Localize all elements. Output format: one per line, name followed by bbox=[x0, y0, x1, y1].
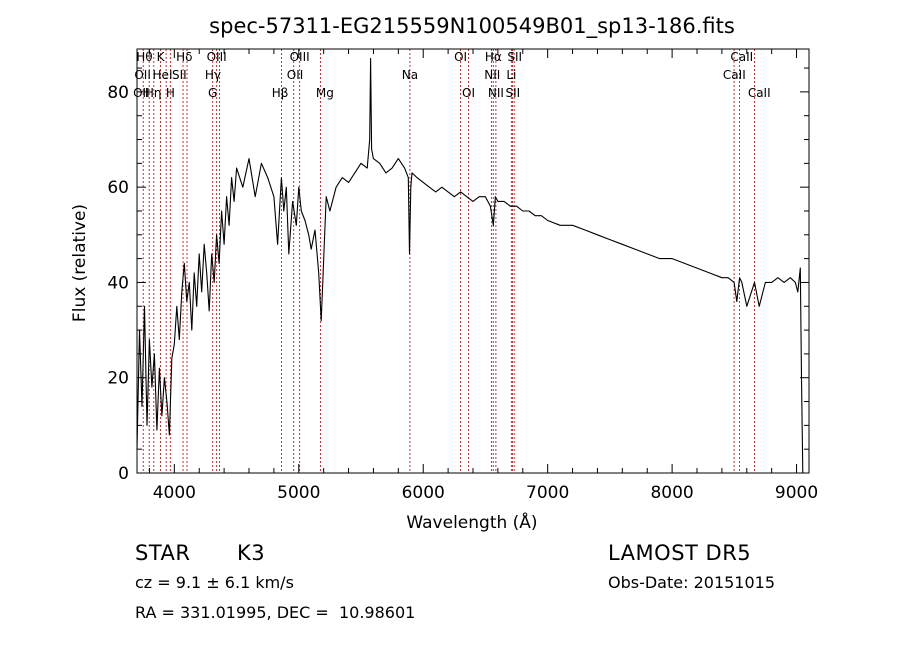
object-type: STAR bbox=[135, 541, 191, 565]
spectral-line-label: NII bbox=[484, 68, 500, 82]
spectrum-line bbox=[136, 57, 804, 474]
spectral-line-label: SII bbox=[507, 50, 522, 64]
spectral-line-label: OI bbox=[454, 50, 467, 64]
spectral-line-label: OIII bbox=[290, 50, 310, 64]
survey-name: LAMOST DR5 bbox=[608, 541, 752, 565]
spectral-line-label: SII bbox=[505, 86, 520, 100]
y-axis: 0 20 40 60 80 bbox=[107, 67, 809, 484]
spectral-line-label: Hβ bbox=[272, 86, 289, 100]
spectral-subclass: K3 bbox=[237, 541, 266, 565]
x-tick-label: 5000 bbox=[277, 483, 320, 503]
y-tick-label: 60 bbox=[107, 178, 129, 198]
x-tick-label: 6000 bbox=[402, 483, 445, 503]
spectral-line-label: G bbox=[208, 86, 217, 100]
spectral-line-label: Hθ bbox=[136, 50, 152, 64]
x-tick-label: 4000 bbox=[153, 483, 196, 503]
spectral-line-markers bbox=[142, 49, 755, 473]
x-axis-label: Wavelength (Å) bbox=[406, 511, 537, 533]
spectral-line-label: CaII bbox=[730, 50, 753, 64]
spectral-line-label: OII bbox=[134, 68, 151, 82]
spectral-line-label: K bbox=[157, 50, 166, 64]
spectral-line-label: Hη bbox=[145, 86, 162, 100]
spectral-line-label: OI bbox=[462, 86, 475, 100]
spectral-line-label: H bbox=[166, 86, 175, 100]
redshift-cz: cz = 9.1 ± 6.1 km/s bbox=[135, 573, 294, 592]
chart-title: spec-57311-EG215559N100549B01_sp13-186.f… bbox=[209, 14, 735, 39]
spectral-line-label: OII bbox=[287, 68, 304, 82]
x-axis: 4000 5000 6000 7000 8000 9000 bbox=[148, 49, 818, 503]
observation-date: Obs-Date: 20151015 bbox=[608, 573, 776, 592]
spectral-line-label: HeI bbox=[153, 68, 173, 82]
y-tick-label: 40 bbox=[107, 273, 129, 293]
spectral-line-label: Hδ bbox=[176, 50, 192, 64]
x-tick-label: 9000 bbox=[775, 483, 818, 503]
spectral-line-label: Hγ bbox=[205, 68, 221, 82]
spectral-line-label: OIII bbox=[207, 50, 227, 64]
spectral-line-label: Hα bbox=[485, 50, 502, 64]
plot-frame bbox=[136, 48, 810, 474]
y-axis-label: Flux (relative) bbox=[70, 204, 90, 322]
spectral-line-label: CaII bbox=[748, 86, 771, 100]
ra-dec: RA = 331.01995, DEC = 10.98601 bbox=[135, 603, 416, 622]
spectral-line-label: SII bbox=[172, 68, 187, 82]
y-tick-label: 20 bbox=[107, 369, 129, 389]
spectral-line-label: Mg bbox=[316, 86, 334, 100]
spectral-line-label: Li bbox=[506, 68, 516, 82]
x-tick-label: 8000 bbox=[650, 483, 693, 503]
spectral-line-label: NII bbox=[488, 86, 504, 100]
spectral-line-label: CaII bbox=[723, 68, 746, 82]
x-tick-label: 7000 bbox=[526, 483, 569, 503]
y-tick-label: 0 bbox=[118, 464, 129, 484]
y-tick-label: 80 bbox=[107, 83, 129, 103]
spectral-line-label: Na bbox=[402, 68, 418, 82]
